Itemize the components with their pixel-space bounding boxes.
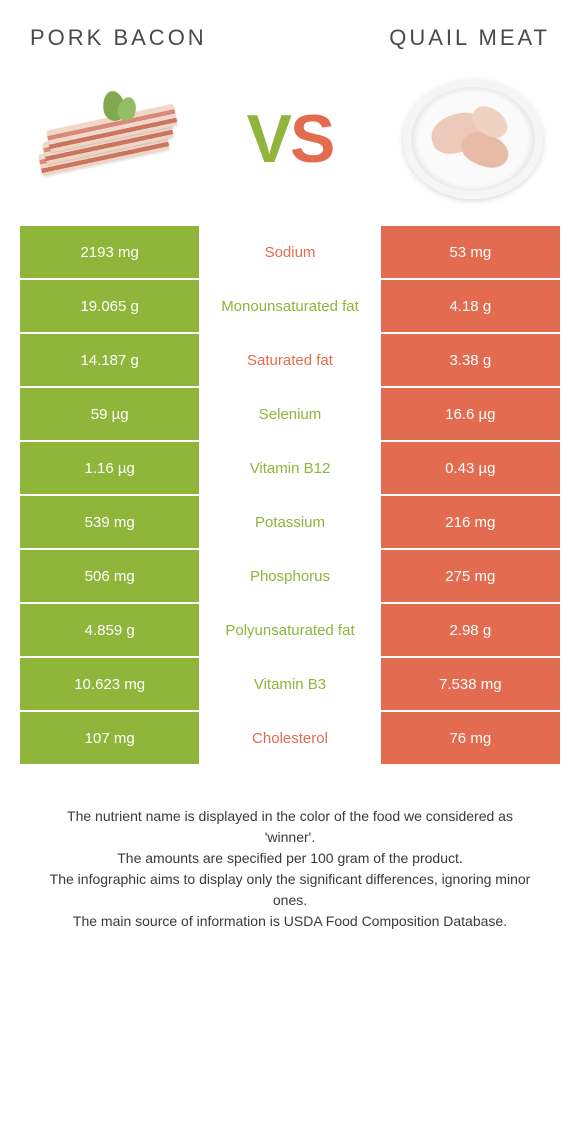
nutrient-left-value: 14.187 g — [20, 334, 199, 388]
nutrient-table: 2193 mgSodium53 mg19.065 gMonounsaturate… — [20, 226, 560, 766]
vs-label: VS — [247, 100, 334, 178]
nutrient-row: 10.623 mgVitamin B37.538 mg — [20, 658, 560, 712]
nutrient-label: Vitamin B12 — [200, 442, 379, 496]
footer-notes: The nutrient name is displayed in the co… — [20, 766, 560, 932]
nutrient-left-value: 19.065 g — [20, 280, 199, 334]
nutrient-left-value: 107 mg — [20, 712, 199, 766]
nutrient-row: 14.187 gSaturated fat3.38 g — [20, 334, 560, 388]
left-food-title: Pork bacon — [30, 25, 207, 51]
nutrient-label: Polyunsaturated fat — [200, 604, 379, 658]
nutrient-right-value: 4.18 g — [381, 280, 560, 334]
right-food-title: Quail meat — [389, 25, 550, 51]
nutrient-label: Monounsaturated fat — [200, 280, 379, 334]
nutrient-row: 506 mgPhosphorus275 mg — [20, 550, 560, 604]
nutrient-label: Vitamin B3 — [200, 658, 379, 712]
nutrient-right-value: 275 mg — [381, 550, 560, 604]
nutrient-left-value: 10.623 mg — [20, 658, 199, 712]
footer-line: The main source of information is USDA F… — [40, 911, 540, 932]
vs-s: S — [290, 100, 333, 178]
nutrient-label: Cholesterol — [200, 712, 379, 766]
nutrient-right-value: 53 mg — [381, 226, 560, 280]
nutrient-row: 59 µgSelenium16.6 µg — [20, 388, 560, 442]
quail-icon — [403, 79, 543, 199]
nutrient-label: Sodium — [200, 226, 379, 280]
header: Pork bacon Quail meat — [20, 25, 560, 71]
nutrient-row: 1.16 µgVitamin B120.43 µg — [20, 442, 560, 496]
nutrient-right-value: 2.98 g — [381, 604, 560, 658]
nutrient-row: 539 mgPotassium216 mg — [20, 496, 560, 550]
nutrient-label: Selenium — [200, 388, 379, 442]
nutrient-left-value: 2193 mg — [20, 226, 199, 280]
nutrient-left-value: 1.16 µg — [20, 442, 199, 496]
nutrient-row: 107 mgCholesterol76 mg — [20, 712, 560, 766]
nutrient-right-value: 3.38 g — [381, 334, 560, 388]
nutrient-row: 19.065 gMonounsaturated fat4.18 g — [20, 280, 560, 334]
nutrient-label: Phosphorus — [200, 550, 379, 604]
nutrient-right-value: 0.43 µg — [381, 442, 560, 496]
nutrient-left-value: 59 µg — [20, 388, 199, 442]
nutrient-row: 4.859 gPolyunsaturated fat2.98 g — [20, 604, 560, 658]
footer-line: The amounts are specified per 100 gram o… — [40, 848, 540, 869]
vs-v: V — [247, 100, 290, 178]
nutrient-right-value: 216 mg — [381, 496, 560, 550]
left-food-image — [30, 81, 185, 196]
nutrient-row: 2193 mgSodium53 mg — [20, 226, 560, 280]
right-food-image — [395, 81, 550, 196]
bacon-icon — [33, 89, 183, 189]
nutrient-left-value: 506 mg — [20, 550, 199, 604]
nutrient-right-value: 7.538 mg — [381, 658, 560, 712]
nutrient-label: Saturated fat — [200, 334, 379, 388]
nutrient-right-value: 76 mg — [381, 712, 560, 766]
nutrient-right-value: 16.6 µg — [381, 388, 560, 442]
footer-line: The infographic aims to display only the… — [40, 869, 540, 911]
images-row: VS — [20, 71, 560, 226]
footer-line: The nutrient name is displayed in the co… — [40, 806, 540, 848]
nutrient-left-value: 4.859 g — [20, 604, 199, 658]
nutrient-left-value: 539 mg — [20, 496, 199, 550]
nutrient-label: Potassium — [200, 496, 379, 550]
